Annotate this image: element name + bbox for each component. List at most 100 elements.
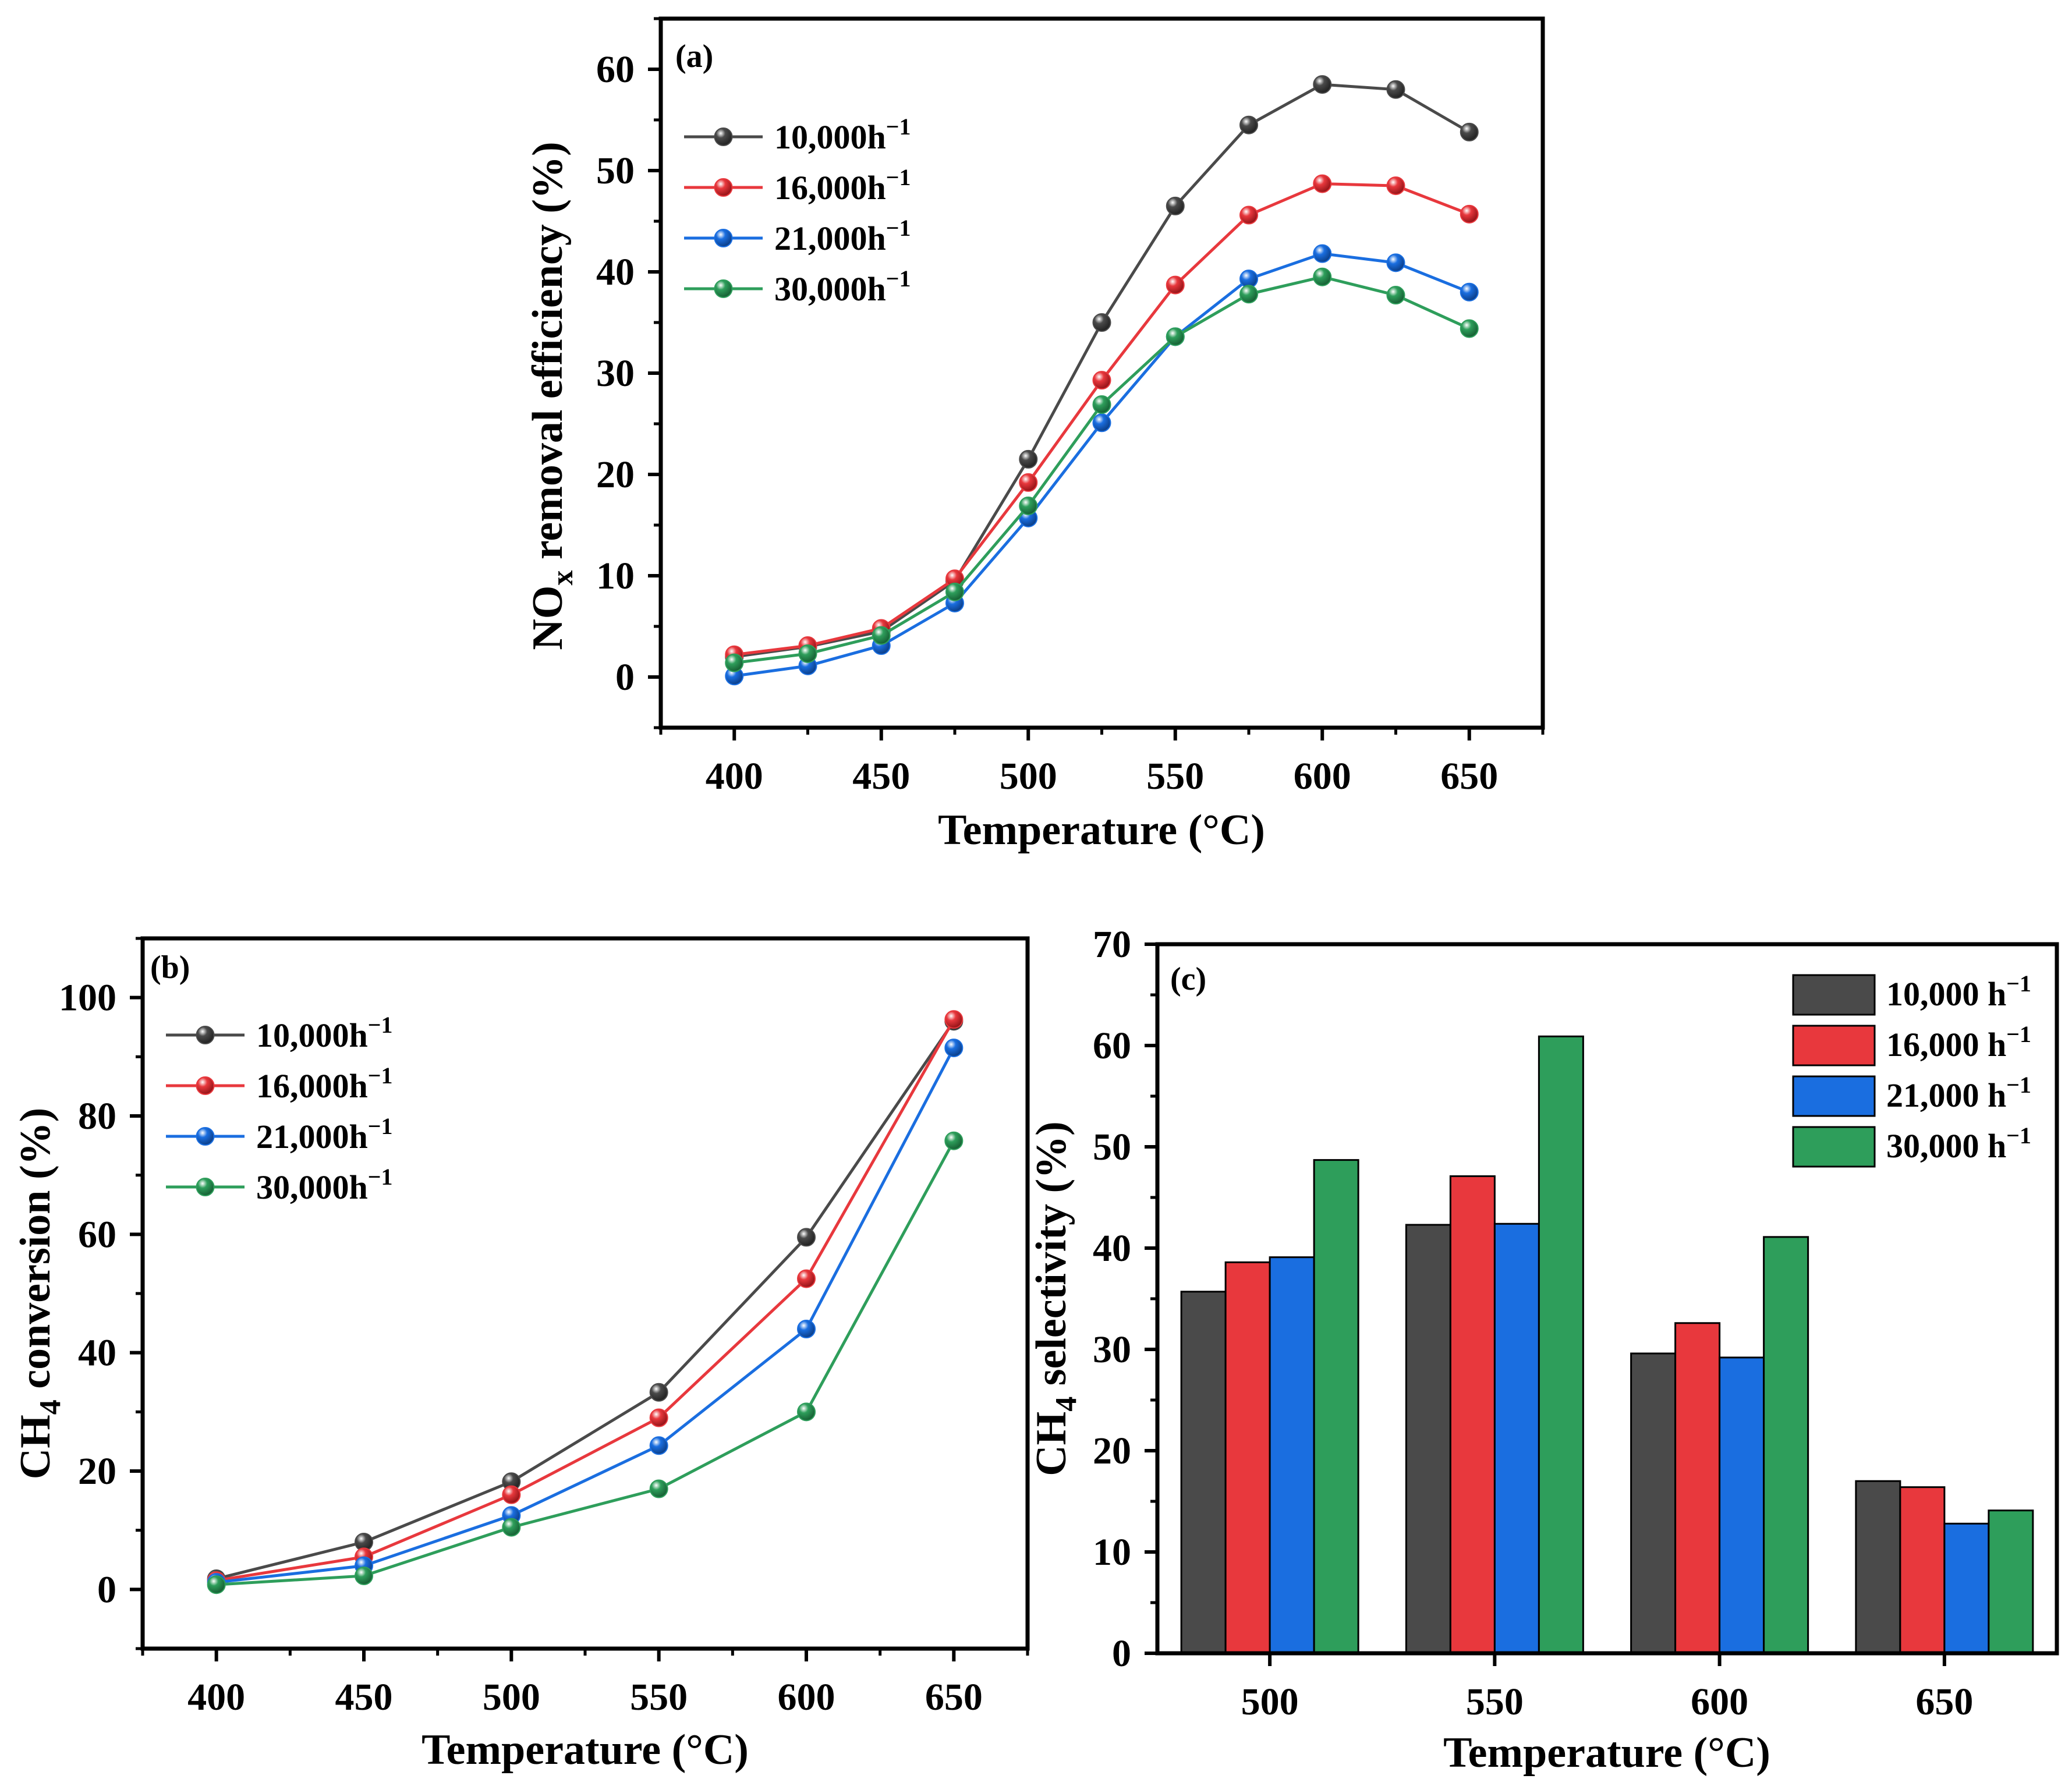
x-tick-label: 550 [630, 1676, 688, 1718]
x-tick-label: 600 [778, 1676, 835, 1718]
x-tick-label: 500 [483, 1676, 540, 1718]
panel-b-y-axis-label: CH4 conversion (%) [12, 1108, 67, 1480]
data-point [797, 1402, 816, 1422]
series-line-4 [734, 275, 1470, 665]
data-point [944, 1039, 964, 1058]
y-tick-label: 20 [1093, 1430, 1131, 1472]
data-point [1166, 196, 1185, 215]
data-point [1313, 267, 1332, 286]
y-tick-label: 20 [596, 453, 635, 496]
series-line-4 [216, 1140, 955, 1586]
legend-label-2: 16,000 h−1 [1886, 1021, 2031, 1064]
bar-500-3 [1269, 1256, 1315, 1654]
data-point [1460, 122, 1479, 141]
bar-650-2 [1899, 1486, 1946, 1654]
data-point [355, 1566, 373, 1585]
legend-label-1: 10,000 h−1 [1886, 970, 2031, 1013]
legend-label-4: 30,000 h−1 [1886, 1122, 2031, 1165]
data-point [1166, 275, 1185, 295]
legend-swatch-1 [1792, 974, 1876, 1016]
data-point [1313, 75, 1332, 94]
x-tick-label: 550 [1146, 755, 1204, 798]
panel-a-x-axis-label: Temperature (°C) [938, 806, 1265, 854]
legend-marker-2 [714, 178, 733, 197]
data-point [725, 653, 744, 672]
data-point [1092, 313, 1111, 332]
bar-550-4 [1538, 1035, 1584, 1654]
panel-c-y-axis-label: CH4 selectivity (%) [1028, 1121, 1083, 1476]
data-point [1092, 395, 1111, 414]
legend-label-3: 21,000h−1 [774, 215, 911, 257]
bar-650-3 [1943, 1522, 1990, 1654]
y-tick-label: 40 [596, 251, 635, 293]
y-tick-label: 60 [596, 48, 635, 91]
data-point [207, 1575, 226, 1594]
bar-500-4 [1313, 1159, 1359, 1654]
y-tick-label: 40 [78, 1332, 116, 1374]
legend-marker-1 [196, 1026, 215, 1044]
legend-marker-4 [714, 279, 733, 298]
x-tick-label: 550 [1466, 1681, 1524, 1723]
y-tick-label: 0 [615, 656, 635, 699]
panel-c-plot-area: 0 10 20 30 40 50 60 70 500 550 600 650 10,000 h−1 16,… [1093, 923, 2034, 1723]
data-point [945, 582, 964, 601]
x-tick-label: 450 [852, 755, 910, 798]
bar-550-2 [1449, 1175, 1496, 1654]
y-tick-label: 0 [1112, 1632, 1131, 1675]
series-line-1 [216, 1020, 955, 1581]
y-tick-label: 10 [1093, 1531, 1131, 1574]
x-tick-label: 650 [925, 1676, 983, 1718]
data-point [1460, 204, 1479, 224]
x-tick-label: 400 [706, 755, 763, 798]
data-point [944, 1131, 964, 1150]
data-point [649, 1408, 668, 1427]
legend-marker-4 [196, 1178, 215, 1196]
bar-600-2 [1674, 1322, 1721, 1654]
legend-swatch-4 [1792, 1126, 1876, 1168]
x-tick-label: 500 [1241, 1681, 1299, 1723]
data-point [1239, 205, 1258, 225]
x-tick-label: 650 [1915, 1681, 1973, 1723]
panel-a-plot-area: 400 450 500 550 600 650 0 10 20 30 40 50 60 10,000h−1… [596, 17, 1545, 798]
x-tick-label: 600 [1691, 1681, 1748, 1723]
data-point [1239, 285, 1258, 304]
x-tick-label: 400 [187, 1676, 245, 1718]
bar-550-3 [1493, 1222, 1540, 1654]
x-tick-label: 500 [1000, 755, 1057, 798]
x-tick-label: 450 [335, 1676, 393, 1718]
data-point [797, 1320, 816, 1338]
y-tick-label: 50 [596, 150, 635, 192]
data-point [1019, 496, 1038, 515]
data-point [944, 1010, 964, 1029]
y-tick-label: 40 [1093, 1227, 1131, 1270]
data-point [1019, 473, 1038, 492]
legend-swatch-2 [1792, 1025, 1876, 1066]
data-point [502, 1518, 521, 1537]
panel-b-plot-area: 400 450 500 550 600 650 0 20 40 60 80 100 10,000h−1 1… [59, 937, 1029, 1718]
y-tick-label: 30 [596, 352, 635, 395]
data-point [798, 644, 817, 663]
x-tick-label: 650 [1440, 755, 1498, 798]
legend-swatch-3 [1792, 1075, 1876, 1117]
data-point [1386, 253, 1405, 272]
legend-label-2: 16,000h−1 [774, 164, 911, 207]
legend-label-1: 10,000h−1 [256, 1012, 393, 1054]
x-tick-label: 600 [1294, 755, 1351, 798]
panel-a-nox-removal-chart: 400 450 500 550 600 650 0 10 20 30 40 50 60 10,000h−1… [524, 16, 1545, 854]
y-tick-label: 30 [1093, 1328, 1131, 1371]
series-line-3 [216, 1047, 955, 1584]
bar-500-1 [1180, 1291, 1227, 1654]
legend-marker-1 [714, 127, 733, 146]
panel-a-label: (a) [675, 38, 713, 75]
data-point [1092, 371, 1111, 390]
data-point [1386, 176, 1405, 196]
legend-label-4: 30,000h−1 [774, 265, 911, 308]
y-tick-label: 70 [1093, 923, 1131, 966]
y-tick-label: 100 [59, 977, 116, 1019]
data-point [1460, 319, 1479, 338]
panel-a-y-axis-label: NOx removal efficiency (%) [524, 141, 579, 650]
data-point [1460, 282, 1479, 302]
y-tick-label: 60 [1093, 1025, 1131, 1067]
data-point [502, 1485, 521, 1504]
